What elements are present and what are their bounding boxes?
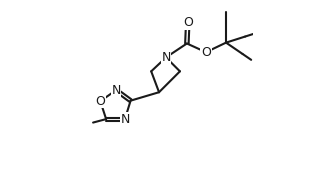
Text: O: O — [201, 46, 211, 59]
Text: N: N — [120, 113, 129, 126]
Text: O: O — [95, 95, 105, 108]
Text: N: N — [112, 84, 121, 97]
Text: N: N — [161, 51, 171, 64]
Text: O: O — [183, 16, 193, 29]
